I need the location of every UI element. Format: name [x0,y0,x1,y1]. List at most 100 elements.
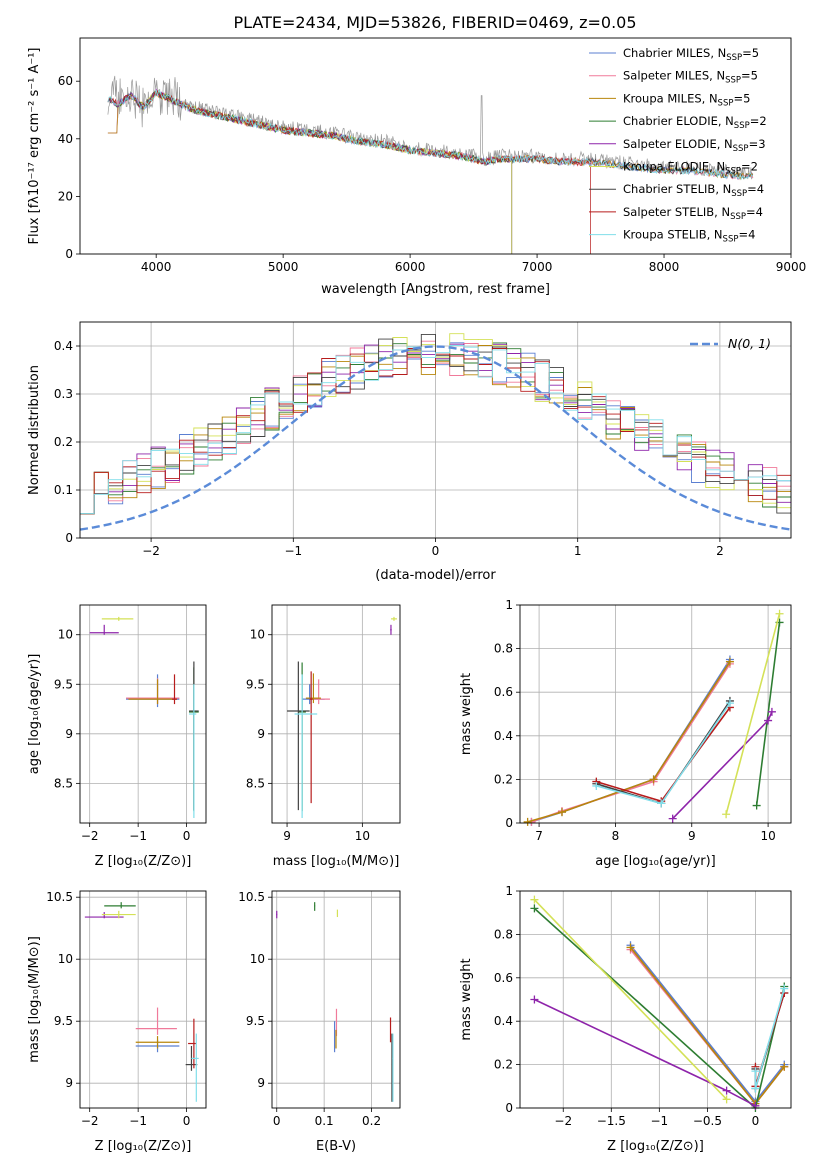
age-vs-Z-xlabel: Z [log₁₀(Z/Z⊙)] [95,854,192,869]
x-tick-label: −2 [554,1114,572,1128]
x-tick-label: 0.2 [362,1114,381,1128]
x-tick-label: 7000 [522,260,553,274]
x-tick-label: 1 [574,544,582,558]
y-tick-label: 9 [257,727,265,741]
weight-Z-marker [722,1095,731,1104]
residual-steps [80,333,791,531]
y-tick-label: 9 [65,1076,73,1090]
axes-frame [79,890,207,1109]
legend-sub: SSP [726,53,742,63]
x-tick-label: 0 [432,544,440,558]
legend-label-chabrier_miles: Chabrier MILES, NSSP=5 [623,46,759,63]
x-tick-label: −1 [650,1114,668,1128]
y-tick-label: 0.2 [494,1058,513,1072]
residuals-xlabel: (data-model)/error [375,568,496,583]
model-spectrum-kroupa_miles [107,91,754,181]
weight-vs-Z-xlabel: Z [log₁₀(Z/Z⊙)] [607,1139,704,1154]
x-tick-label: −0.5 [693,1114,722,1128]
y-tick-label: 0.8 [494,927,513,941]
x-tick-label: 9 [688,829,696,843]
y-tick-label: 10 [250,628,265,642]
y-tick-label: 10 [58,952,73,966]
legend-sub: SSP [734,121,750,131]
x-tick-label: −1 [284,544,302,558]
y-tick-label: 0.8 [494,642,513,656]
legend-sub: SSP [730,212,746,222]
legend-label-salpeter_elodie: Salpeter ELODIE, NSSP=3 [623,137,766,154]
y-tick-label: 0.4 [54,339,73,353]
weight-age-marker [523,817,532,826]
legend-sub: SSP [725,76,741,86]
x-tick-label: 2 [716,544,724,558]
weight-age-marker [668,814,677,823]
y-tick-label: 0 [65,247,73,261]
legend-label-kroupa_miles: Kroupa MILES, NSSP=5 [623,91,750,108]
weight-vs-Z-ylabel: mass weight [459,958,474,1040]
x-tick-label: −2 [81,829,99,843]
weight-age-line [527,661,731,823]
legend-sub: SSP [725,167,741,177]
y-tick-label: 8.5 [246,776,265,790]
x-tick-label: 9000 [776,260,807,274]
mass-vs-Z-ylabel: mass [log₁₀(M/M⊙)] [27,936,42,1063]
weight-age-marker [725,699,734,708]
legend-value: =2 [741,160,758,174]
y-tick-label: 9 [257,1076,265,1090]
y-tick-label: 9.5 [246,677,265,691]
weight-Z-marker [530,895,539,904]
age_vs_Z-axes: −2 −1 0 8.5 9 9.5 10 [54,605,206,843]
x-tick-label: −2 [142,544,160,558]
figure-title: PLATE=2434, MJD=53826, FIBERID=0469, z=0… [233,13,636,32]
weight-Z-marker [780,984,789,993]
mass-vs-EBV-xlabel: E(B-V) [316,1139,356,1154]
y-tick-label: 0.4 [494,729,513,743]
y-tick-label: 40 [58,132,73,146]
y-tick-label: 10 [250,952,265,966]
x-tick-label: 7 [535,829,543,843]
weight-age-marker [725,657,734,666]
y-tick-label: 9.5 [54,1014,73,1028]
legend-value: =4 [747,182,764,196]
x-tick-label: 8000 [649,260,680,274]
y-tick-label: 60 [58,74,73,88]
axes-frame [519,890,792,1109]
y-tick-label: 0 [505,1101,513,1115]
axes-frame [271,604,401,824]
legend-value: =5 [742,46,759,60]
weight-age-marker [592,781,601,790]
weight-Z-marker [751,1084,760,1093]
weight-age-marker [752,801,761,810]
weight-age-marker [722,810,731,819]
y-tick-label: 9.5 [54,677,73,691]
y-tick-label: 10 [58,628,73,642]
y-tick-label: 0.1 [54,483,73,497]
weight-age-line [531,659,731,823]
axes-frame [519,604,792,824]
model-spectrum-salpeter_elodie [107,88,513,254]
legend-label-chabrier_stelib: Chabrier STELIB, NSSP=4 [623,182,764,199]
y-tick-label: 0.2 [494,772,513,786]
mass-vs-Z-xlabel: Z [log₁₀(Z/Z⊙)] [95,1139,192,1154]
weight-Z-marker [780,1062,789,1071]
y-tick-label: 9 [65,727,73,741]
weight-age-line [725,613,781,815]
legend-sub: SSP [723,235,739,245]
legend-sub: SSP [733,144,749,154]
model-spectrum-kroupa_elodie [143,89,513,254]
y-tick-label: 10.5 [46,890,73,904]
y-tick-label: 1 [505,598,513,612]
weight-age-marker [775,609,784,618]
legend-label-kroupa_elodie: Kroupa ELODIE, NSSP=2 [623,160,758,177]
x-tick-label: 0 [183,1114,191,1128]
weight-Z-marker [751,1067,760,1076]
weight-age-marker [557,808,566,817]
axes-frame [271,890,401,1109]
legend-label-chabrier_elodie: Chabrier ELODIE, NSSP=2 [623,114,767,131]
x-tick-label: −1 [129,1114,147,1128]
mass_vs_Z-axes: −2 −1 0 9 9.5 10 10.5 [46,890,206,1128]
axes-frame [79,604,207,824]
weight-Z-marker [722,1086,731,1095]
weight-age-line [531,663,731,823]
x-tick-label: 0 [752,1114,760,1128]
y-tick-label: 0.6 [494,971,513,985]
